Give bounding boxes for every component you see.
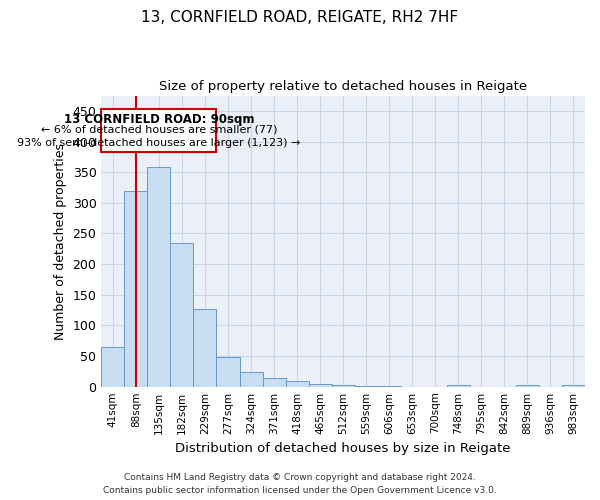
Bar — [101, 347, 124, 387]
Text: 93% of semi-detached houses are larger (1,123) →: 93% of semi-detached houses are larger (… — [17, 138, 301, 147]
Text: 13, CORNFIELD ROAD, REIGATE, RH2 7HF: 13, CORNFIELD ROAD, REIGATE, RH2 7HF — [142, 10, 458, 25]
Bar — [170, 242, 193, 386]
Bar — [148, 168, 170, 386]
Bar — [239, 372, 263, 386]
Bar — [562, 385, 585, 386]
Bar — [263, 378, 286, 386]
Bar — [217, 358, 239, 386]
Bar — [447, 385, 470, 386]
Bar — [193, 310, 217, 386]
Text: ← 6% of detached houses are smaller (77): ← 6% of detached houses are smaller (77) — [41, 125, 277, 135]
Bar — [124, 190, 148, 386]
Title: Size of property relative to detached houses in Reigate: Size of property relative to detached ho… — [159, 80, 527, 93]
FancyBboxPatch shape — [101, 109, 217, 152]
Bar — [308, 384, 332, 386]
Text: 13 CORNFIELD ROAD: 90sqm: 13 CORNFIELD ROAD: 90sqm — [64, 114, 254, 126]
Y-axis label: Number of detached properties: Number of detached properties — [54, 142, 67, 340]
Bar — [286, 380, 308, 386]
X-axis label: Distribution of detached houses by size in Reigate: Distribution of detached houses by size … — [175, 442, 511, 455]
Bar — [516, 385, 539, 386]
Text: Contains HM Land Registry data © Crown copyright and database right 2024.
Contai: Contains HM Land Registry data © Crown c… — [103, 474, 497, 495]
